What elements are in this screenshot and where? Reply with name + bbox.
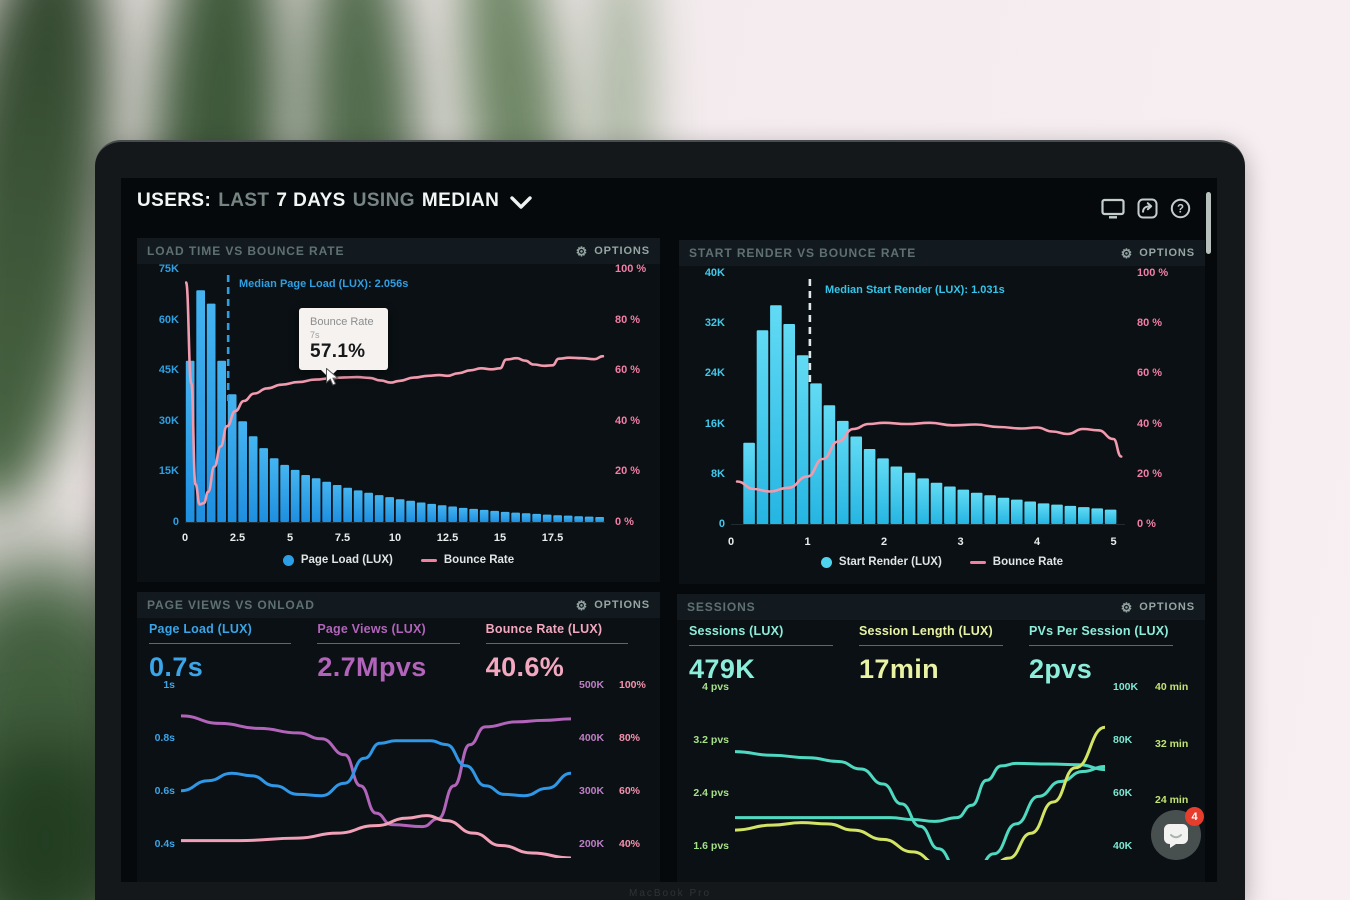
notification-badge: 4 [1185,807,1204,826]
legend-item[interactable]: Bounce Rate [969,556,1063,568]
tooltip-title: Bounce Rate [310,316,374,328]
gear-icon: ⚙ [1120,245,1134,261]
metric-pvs-per-session: PVs Per Session (LUX) 2pvs [1029,624,1199,685]
chat-launcher-button[interactable]: 4 [1151,807,1204,860]
y-axis-left: 4 pvs 3.2 pvs 2.4 pvs 1.6 pvs [693,681,729,853]
panel-start-render-vs-bounce-rate: START RENDER VS BOUNCE RATE ⚙ OPTIONS 40… [679,240,1205,584]
metric-row: Sessions (LUX) 479K Session Length (LUX)… [689,624,1199,685]
legend-dash-swatch [420,558,437,562]
metric-value: 2.7Mpvs [317,652,427,682]
chart-legend: Page Load (LUX) Bounce Rate [137,554,660,566]
title-using-word: USING [352,190,415,211]
metric-sessions: Sessions (LUX) 479K [689,624,859,685]
help-icon[interactable]: ? [1170,198,1191,224]
panel-title: SESSIONS [687,600,756,614]
metric-value: 0.7s [149,652,204,682]
tooltip-sub: 7s [310,330,320,340]
options-button[interactable]: ⚙ OPTIONS [575,597,650,613]
header-actions: ? [1101,198,1191,224]
chat-bubble-icon [1164,823,1188,848]
laptop-brand-text: MacBook Pro [628,888,712,899]
chart-plot[interactable] [731,274,1125,525]
legend-item[interactable]: Page Load (LUX) [282,554,393,566]
panel-title: START RENDER VS BOUNCE RATE [689,246,917,260]
metric-row: Page Load (LUX) 0.7s Page Views (LUX) 2.… [149,622,654,683]
gear-icon: ⚙ [1120,599,1134,615]
display-icon[interactable] [1101,198,1125,224]
legend-item[interactable]: Bounce Rate [420,554,514,566]
gear-icon: ⚙ [575,597,589,613]
title-days: 7 DAYS [276,190,346,211]
legend-dash-swatch [969,560,986,564]
median-annotation: Median Start Render (LUX): 1.031s [825,284,1005,296]
panel-sessions: SESSIONS ⚙ OPTIONS Sessions (LUX) 479K S… [677,594,1205,882]
panel-page-views-vs-onload: PAGE VIEWS VS ONLOAD ⚙ OPTIONS Page Load… [137,592,660,882]
title-users: USERS: [137,190,212,211]
y-axis-left: 40K 32K 24K 16K 8K 0 [704,267,725,530]
tooltip: Bounce Rate 7s 57.1% [299,308,388,378]
metric-value: 40.6% [485,652,565,682]
aggregation-dropdown[interactable]: MEDIAN [421,190,500,211]
y-axis-right-min: 40 min 32 min 24 min [1155,681,1189,807]
options-button[interactable]: ⚙ OPTIONS [1120,599,1195,615]
chevron-down-icon[interactable] [510,196,532,210]
dashboard-screen: USERS: LAST 7 DAYS USING MEDIAN ? [121,178,1217,882]
y-axis-right-k: 100K 80K 60K 40K [1113,681,1139,853]
metric-value: 2pvs [1029,654,1093,684]
gear-icon: ⚙ [575,243,589,259]
metric-session-length: Session Length (LUX) 17min [859,624,1029,685]
chart-plot[interactable] [181,686,571,858]
chart-plot[interactable] [185,270,605,523]
legend-item[interactable]: Start Render (LUX) [820,556,942,568]
chart-legend: Start Render (LUX) Bounce Rate [679,556,1205,568]
title-range-word: LAST [218,190,270,211]
chart-plot[interactable] [735,688,1105,860]
panel-title: PAGE VIEWS VS ONLOAD [147,598,315,612]
options-button[interactable]: ⚙ OPTIONS [575,243,650,259]
median-annotation: Median Page Load (LUX): 2.056s [239,278,409,290]
svg-text:?: ? [1177,204,1184,216]
y-axis-left: 1s 0.8s 0.6s 0.4s [154,679,175,851]
tooltip-value: 57.1% [310,341,366,362]
metric-bounce-rate: Bounce Rate (LUX) 40.6% [485,622,654,683]
options-button[interactable]: ⚙ OPTIONS [1120,245,1195,261]
share-icon[interactable] [1137,198,1158,224]
y-axis-right-pct: 100% 80% 60% 40% [619,679,646,851]
mouse-cursor-icon [325,367,340,392]
metric-page-load: Page Load (LUX) 0.7s [149,622,317,683]
laptop: USERS: LAST 7 DAYS USING MEDIAN ? [95,140,1245,900]
scrollbar[interactable] [1206,192,1211,254]
page-title: USERS: LAST 7 DAYS USING MEDIAN [137,190,532,212]
metric-value: 17min [859,654,940,684]
y-axis-left: 75K 60K 45K 30K 15K 0 [158,263,179,528]
panel-title: LOAD TIME VS BOUNCE RATE [147,244,345,258]
legend-dot-swatch [820,556,832,568]
y-axis-right: 100 % 80 % 60 % 40 % 20 % 0 % [615,263,647,528]
x-axis: 0 2.5 5 7.5 10 12.5 15 17.5 [181,532,564,544]
metric-value: 479K [689,654,756,684]
y-axis-right: 100 % 80 % 60 % 40 % 20 % 0 % [1137,267,1169,530]
legend-dot-swatch [282,554,294,566]
metric-page-views: Page Views (LUX) 2.7Mpvs [317,622,485,683]
y-axis-right-k: 500K 400K 300K 200K [579,679,605,851]
panel-load-time-vs-bounce-rate: LOAD TIME VS BOUNCE RATE ⚙ OPTIONS 75K 60… [137,238,660,582]
